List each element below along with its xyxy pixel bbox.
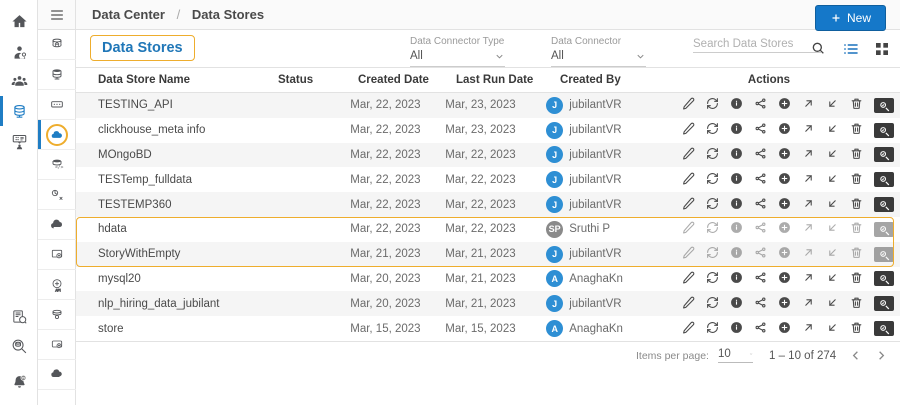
svg-text:</>: </> xyxy=(55,164,64,170)
svg-text:API: API xyxy=(55,288,60,292)
svg-text:75: 75 xyxy=(21,376,25,380)
